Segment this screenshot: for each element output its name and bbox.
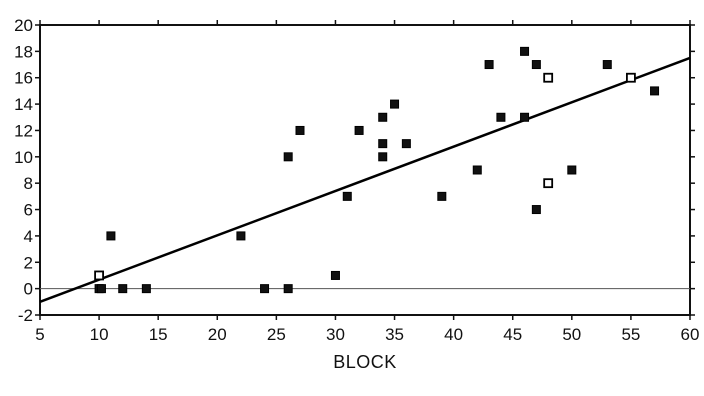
x-tick-label: 20 [208,325,227,344]
y-tick-label: 14 [14,95,33,114]
x-axis-tick-labels: 5 10 15 20 25 30 35 40 45 50 55 60 [35,325,699,344]
y-tick-label: 16 [14,69,33,88]
data-points [94,46,660,294]
data-point [295,125,305,135]
y-tick-label: 6 [24,201,33,220]
data-point-open [94,270,104,281]
data-point [390,99,400,109]
y-tick-label: 8 [24,174,33,193]
data-point [437,191,447,201]
y-axis-tick-labels: -2 0 2 4 6 8 10 12 14 16 18 20 [14,16,33,325]
data-point [520,46,530,56]
x-tick-label: 10 [90,325,109,344]
data-point [531,60,541,70]
data-point [567,165,577,175]
x-tick-label: 25 [267,325,286,344]
x-tick-label: 50 [562,325,581,344]
data-point [378,112,388,122]
fit-line-group [39,56,691,303]
x-tick-label: 40 [444,325,463,344]
plot-border [39,24,691,316]
x-tick-label: 5 [35,325,44,344]
data-point [118,284,128,294]
data-point [531,205,541,215]
y-tick-label: 4 [24,227,33,246]
axis-ticks [35,20,695,320]
x-tick-label: 30 [326,325,345,344]
x-tick-label: 35 [385,325,404,344]
y-tick-label: 20 [14,16,33,35]
regression-fit-line [39,56,691,303]
data-point [496,112,506,122]
data-point [602,60,612,70]
data-point [141,284,151,294]
data-point [283,152,293,162]
y-tick-label: 18 [14,42,33,61]
data-point [484,60,494,70]
data-point [106,231,116,241]
data-point-open [626,72,636,83]
data-point [650,86,660,96]
data-point [236,231,246,241]
y-tick-label: 2 [24,253,33,272]
data-point-open [543,72,554,83]
data-point [342,191,352,201]
y-tick-label: 0 [24,280,33,299]
plot-frame [39,24,691,316]
data-point [96,284,106,294]
data-point [330,270,340,280]
data-point [472,165,482,175]
data-point [401,139,411,149]
y-tick-label: -2 [18,306,33,325]
y-tick-label: 10 [14,148,33,167]
data-point [378,139,388,149]
x-tick-label: 15 [149,325,168,344]
data-point [283,284,293,294]
data-point [520,112,530,122]
data-point [354,125,364,135]
x-tick-label: 45 [503,325,522,344]
data-point-open [543,178,554,189]
y-tick-label: 12 [14,121,33,140]
data-point [378,152,388,162]
x-axis-title: BLOCK [333,352,397,372]
x-tick-label: 55 [621,325,640,344]
data-point [260,284,270,294]
x-tick-label: 60 [681,325,700,344]
